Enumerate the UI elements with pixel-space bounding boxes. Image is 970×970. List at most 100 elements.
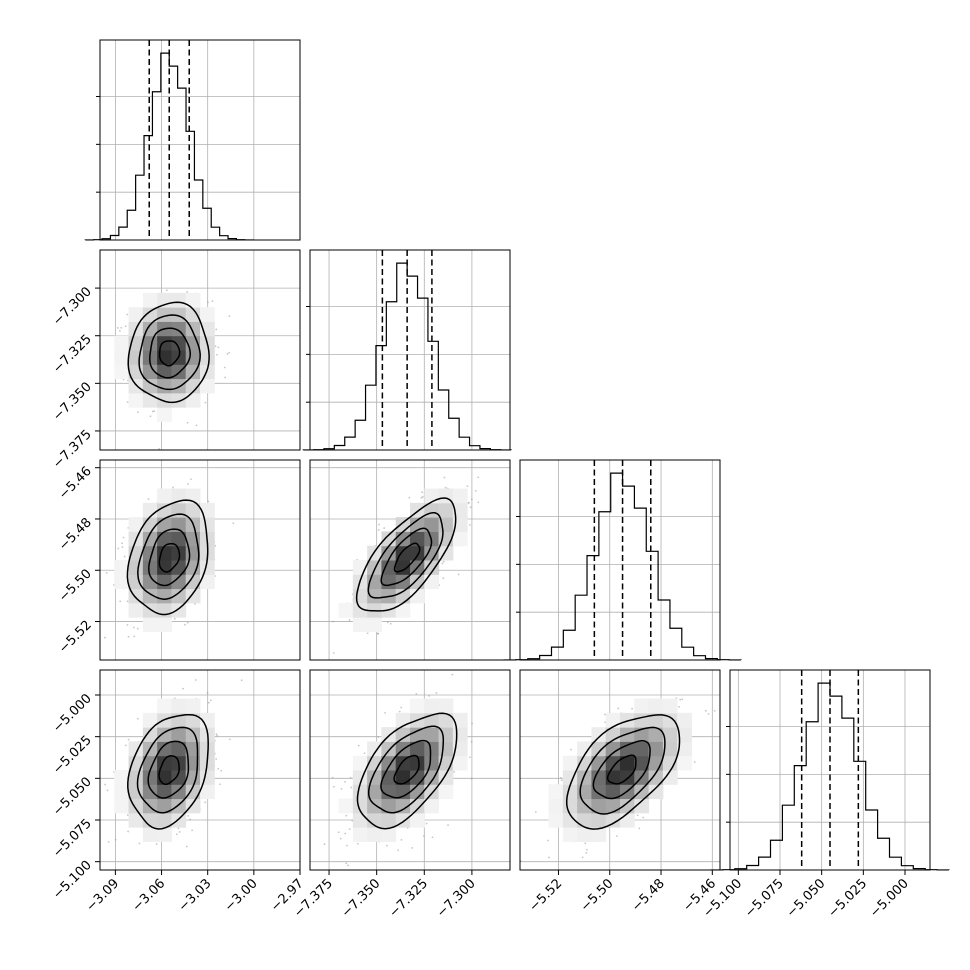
contour-line (393, 754, 420, 785)
sample-point (615, 835, 618, 837)
density-cell (381, 574, 397, 590)
sample-point (184, 623, 186, 626)
sample-point (127, 379, 129, 382)
sample-point (187, 814, 190, 817)
sample-point (377, 736, 380, 738)
density-cell (352, 798, 368, 814)
density-cell (352, 588, 368, 604)
sample-point (204, 801, 207, 804)
density-cell (452, 712, 468, 728)
density-cell (352, 827, 368, 842)
density-cell (452, 488, 468, 504)
sample-point (348, 828, 351, 831)
sample-point (193, 602, 196, 605)
sample-point (453, 771, 456, 773)
density-cell (171, 727, 187, 742)
density-cell (424, 755, 440, 771)
panel-content (310, 460, 510, 660)
density-cell (381, 827, 397, 842)
density-cell (171, 392, 187, 408)
density-cell (548, 812, 564, 828)
sample-point (447, 824, 449, 827)
density-cell (200, 784, 215, 800)
contour-line (579, 726, 666, 815)
density-cell (142, 784, 158, 800)
density-cell (142, 755, 158, 771)
contour-line (592, 740, 651, 800)
sample-point (127, 830, 130, 833)
contour-line (393, 542, 421, 573)
sample-point (185, 845, 188, 848)
x-tick-label: −3.00 (222, 876, 261, 915)
panel-frame (309, 669, 511, 871)
sample-point (356, 842, 359, 845)
density-cell (367, 560, 382, 575)
sample-point (240, 679, 243, 682)
sample-point (546, 839, 549, 842)
density-cell (142, 712, 158, 728)
sample-point (442, 560, 445, 563)
density-cell (577, 784, 592, 800)
density-cell (171, 335, 187, 351)
y-tick-label: −5.050 (50, 775, 95, 820)
density-cell (677, 727, 692, 742)
sample-point (397, 849, 400, 852)
density-cell (171, 560, 187, 575)
density-cell (352, 755, 368, 771)
sample-point (441, 562, 444, 565)
x-tick-label: −7.325 (386, 876, 431, 921)
density-cell (605, 712, 621, 728)
density-cell (438, 698, 454, 714)
density-cell (634, 784, 650, 800)
density-cell (171, 770, 187, 785)
contour-line (606, 754, 637, 785)
density-cell (128, 574, 144, 590)
density-cell (424, 517, 440, 532)
sample-point (149, 415, 152, 418)
sample-point (357, 744, 360, 747)
sample-point (604, 721, 607, 724)
density-cell (338, 602, 354, 618)
density-cell (424, 798, 440, 814)
y-tick-label: −7.350 (50, 380, 95, 425)
sample-point (151, 410, 154, 413)
sample-point (415, 692, 418, 695)
density-cell (452, 531, 468, 547)
density-cell (591, 741, 607, 757)
sample-point (216, 734, 219, 737)
x-tick-label: −5.075 (742, 876, 787, 921)
sample-point (351, 819, 354, 822)
sample-point (431, 836, 434, 839)
density-cell (381, 727, 397, 742)
sample-point (376, 632, 379, 635)
sample-point (126, 600, 129, 603)
density-cell (648, 770, 664, 785)
x-tick-label: −5.000 (867, 876, 912, 921)
density-cell (648, 784, 664, 800)
panel-frame (309, 459, 511, 661)
density-cell (114, 350, 130, 365)
sample-point (707, 713, 710, 715)
sample-point (217, 767, 220, 770)
sample-point (378, 523, 380, 526)
density-cell (114, 798, 130, 814)
sample-point (693, 761, 696, 763)
density-cell (142, 364, 158, 380)
density-cell (562, 755, 578, 771)
density-cell (171, 378, 187, 394)
sample-point (383, 527, 386, 529)
density-cell (171, 517, 187, 532)
density-cell (395, 727, 411, 742)
sample-point (136, 627, 139, 630)
density-cell (395, 531, 411, 547)
sample-point (534, 811, 537, 813)
sample-point (350, 786, 353, 789)
density-cell (562, 770, 578, 785)
x-tick-label: −5.48 (629, 876, 668, 915)
sample-point (194, 679, 197, 681)
sample-point (207, 500, 210, 503)
sample-point (400, 838, 403, 841)
sample-point (366, 632, 369, 635)
density-cell (634, 712, 650, 728)
